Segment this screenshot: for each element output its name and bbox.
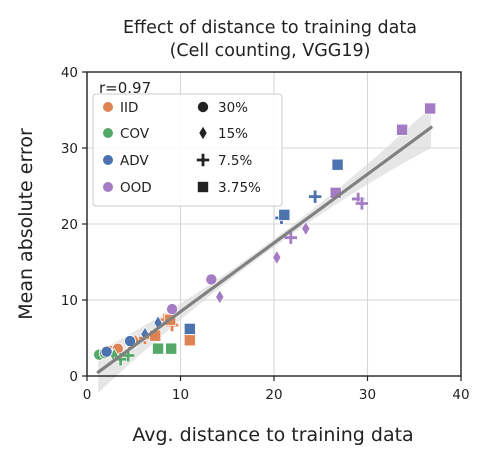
point-ood-square bbox=[424, 102, 437, 115]
y-tick-label: 20 bbox=[61, 217, 78, 233]
point-adv-square bbox=[331, 158, 344, 171]
legend: IID COV ADV OOD 30% 15% 7.5% 3.75% bbox=[92, 93, 283, 207]
x-tick-label: 10 bbox=[172, 387, 189, 403]
regression-line-group bbox=[96, 125, 433, 374]
point-ood-diamond bbox=[215, 289, 225, 305]
regression-line bbox=[96, 125, 433, 374]
point-ood-square bbox=[396, 123, 409, 136]
x-tick-label: 40 bbox=[452, 387, 469, 403]
legend-marker-diamond bbox=[198, 125, 208, 141]
x-axis-label: Avg. distance to training data bbox=[132, 424, 413, 446]
legend-swatch-iid bbox=[103, 102, 113, 112]
legend-label-diamond: 15% bbox=[218, 126, 248, 142]
legend-marker-plus bbox=[196, 153, 210, 167]
legend-label-plus: 7.5% bbox=[218, 153, 252, 169]
point-cov-square bbox=[165, 342, 178, 355]
legend-box bbox=[92, 93, 283, 207]
point-iid-square bbox=[183, 334, 196, 347]
point-ood-diamond bbox=[272, 249, 282, 266]
point-ood-circle bbox=[166, 303, 179, 316]
legend-marker-square bbox=[196, 180, 209, 193]
point-adv-plus bbox=[308, 189, 322, 204]
point-ood-plus bbox=[355, 196, 369, 211]
correlation-annotation: r=0.97 bbox=[99, 79, 151, 97]
legend-swatch-adv bbox=[103, 155, 113, 165]
x-tick-label: 30 bbox=[359, 387, 376, 403]
legend-label-iid: IID bbox=[120, 100, 138, 116]
y-tick-label: 40 bbox=[61, 65, 78, 81]
legend-label-cov: COV bbox=[120, 126, 150, 142]
point-adv-diamond bbox=[140, 326, 150, 342]
legend-swatch-cov bbox=[103, 128, 113, 138]
legend-swatch-ood bbox=[103, 182, 113, 192]
point-adv-circle bbox=[100, 345, 113, 358]
legend-label-adv: ADV bbox=[120, 153, 149, 169]
chart-title-line-2: (Cell counting, VGG19) bbox=[170, 41, 371, 61]
x-tick-label: 20 bbox=[265, 387, 282, 403]
y-tick-label: 30 bbox=[61, 141, 78, 157]
point-ood-circle bbox=[205, 273, 218, 286]
point-adv-square bbox=[278, 208, 291, 221]
legend-label-ood: OOD bbox=[120, 180, 152, 196]
legend-label-circle: 30% bbox=[218, 100, 248, 116]
legend-marker-circle bbox=[196, 101, 209, 114]
y-axis-label: Mean absolute error bbox=[15, 128, 37, 320]
x-tick-label: 0 bbox=[83, 387, 92, 403]
chart-title-line-1: Effect of distance to training data bbox=[123, 18, 417, 38]
point-cov-square bbox=[152, 342, 165, 355]
point-ood-diamond bbox=[301, 220, 311, 237]
point-adv-square bbox=[183, 322, 196, 335]
legend-label-square: 3.75% bbox=[218, 180, 261, 196]
axis-ticks: 0 10 20 30 40 0 10 20 30 40 bbox=[61, 65, 470, 403]
y-tick-label: 0 bbox=[69, 369, 78, 385]
point-cov-plus bbox=[113, 352, 128, 367]
point-adv-circle bbox=[124, 335, 137, 348]
y-tick-label: 10 bbox=[61, 293, 78, 309]
